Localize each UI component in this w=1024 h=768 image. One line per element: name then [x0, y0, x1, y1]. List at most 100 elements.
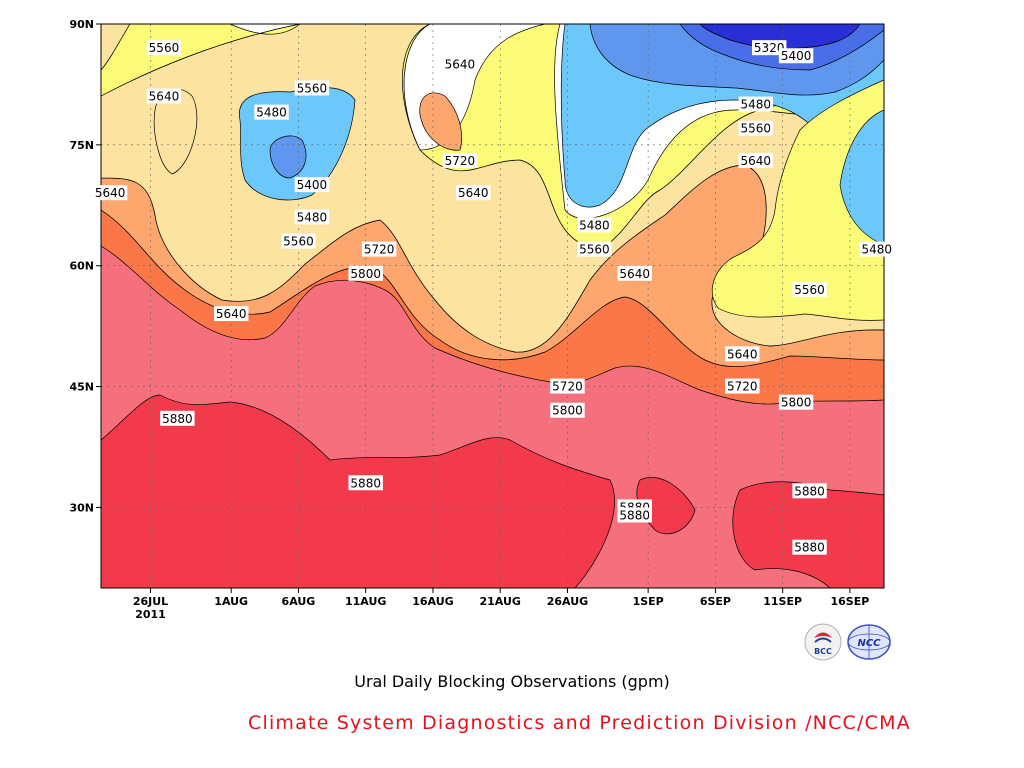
- contour-label-bg: [617, 507, 652, 523]
- contour-label: 5800: [552, 404, 583, 418]
- y-tick-label: 30N: [69, 501, 94, 514]
- chart-title: Ural Daily Blocking Observations (gpm): [354, 672, 670, 691]
- ncc-logo: NCC: [847, 624, 891, 660]
- contour-label-bg: [617, 265, 652, 281]
- x-year-label: 2011: [135, 608, 166, 621]
- contour-label: 5560: [794, 283, 825, 297]
- contour-label-bg: [738, 152, 773, 168]
- contour-label: 5480: [740, 98, 771, 112]
- contour-label: 5880: [162, 412, 193, 426]
- contour-fill-region-right-5480: [839, 109, 884, 246]
- contour-label-bg: [792, 539, 827, 555]
- x-tick-label: 16SEP: [830, 595, 869, 608]
- contour-label: 5640: [458, 186, 489, 200]
- contour-label-bg: [361, 241, 397, 257]
- contour-label-bg: [577, 241, 612, 257]
- contour-label-bg: [294, 177, 330, 193]
- contour-fill-island-5720-peak: [419, 92, 462, 151]
- contour-fill-region-right-5560: [711, 79, 884, 321]
- contour-label: 5640: [727, 347, 758, 361]
- grid-lines: [101, 24, 884, 588]
- contour-label-bg: [738, 96, 773, 112]
- contour-label-bg: [294, 80, 330, 96]
- contour-label: 5640: [619, 267, 650, 281]
- x-tick-label: 11AUG: [345, 595, 386, 608]
- contour-label: 5560: [149, 41, 180, 55]
- contour-label: 5560: [283, 235, 314, 249]
- contour-label: 5880: [794, 541, 825, 555]
- contour-label: 5800: [350, 267, 381, 281]
- contour-label-bg: [752, 40, 787, 56]
- x-tick-label: 1AUG: [214, 595, 248, 608]
- contour-label-bg: [738, 120, 773, 136]
- contour-label-bg: [550, 378, 585, 394]
- y-tick-label: 60N: [69, 260, 94, 273]
- svg-text:NCC: NCC: [857, 638, 881, 649]
- contour-label-bg: [146, 88, 182, 104]
- contour-label-bg: [160, 410, 195, 426]
- contour-label-bg: [442, 56, 478, 72]
- contour-label-bg: [456, 185, 491, 201]
- contour-label: 5640: [216, 307, 247, 321]
- contour-label: 5400: [781, 49, 812, 63]
- contour-label: 5880: [350, 476, 381, 490]
- y-tick-label: 45N: [69, 381, 94, 394]
- contour-label: 5480: [256, 106, 287, 120]
- contour-label-bg: [442, 152, 478, 168]
- contour-label: 5560: [579, 243, 610, 257]
- contour-chart: 26JUL 1AUG 6AUG 11AUG 16AUG 21AUG 26AUG 1SEP 6SE…: [69, 18, 894, 621]
- bcc-logo: BCC: [804, 623, 842, 661]
- axis-ticks: 26JUL 1AUG 6AUG 11AUG 16AUG 21AUG 26AUG 1SEP 6SE…: [69, 18, 869, 621]
- x-tick-label: 21AUG: [479, 595, 520, 608]
- contour-label-bg: [348, 265, 383, 281]
- contour-label: 5880: [794, 484, 825, 498]
- plot-frame: [100, 23, 885, 589]
- contour-label-bg: [281, 233, 316, 249]
- contour-label: 5640: [740, 154, 771, 168]
- contour-label: 5320: [754, 41, 785, 55]
- contour-label-bg: [348, 475, 383, 491]
- contour-label-bg: [792, 281, 827, 297]
- contour-label: 5800: [781, 396, 812, 410]
- contour-label-bg: [550, 402, 585, 418]
- contour-label: 5640: [445, 57, 476, 71]
- contour-label: 5720: [445, 154, 476, 168]
- credit-line: Climate System Diagnostics and Predictio…: [248, 712, 911, 734]
- contour-label: 5480: [862, 243, 893, 257]
- contour-label-bg: [577, 217, 612, 233]
- x-tick-label: 26AUG: [547, 595, 588, 608]
- contour-label: 5560: [297, 81, 328, 95]
- x-tick-label: 1SEP: [633, 595, 664, 608]
- x-tick-label: 26JUL: [133, 595, 168, 608]
- contour-label: 5560: [740, 122, 771, 136]
- contour-label-bg: [214, 306, 249, 322]
- x-tick-label: 6SEP: [700, 595, 731, 608]
- svg-text:BCC: BCC: [814, 647, 832, 656]
- contour-labels: 5560 5560 5640 5480 5640 5720 5640 5400 5480 5560…: [92, 40, 894, 555]
- contour-label: 5400: [297, 178, 328, 192]
- contour-label: 5480: [579, 218, 610, 232]
- contour-label: 5720: [727, 380, 758, 394]
- x-tick-label: 16AUG: [412, 595, 453, 608]
- x-tick-label: 6AUG: [282, 595, 316, 608]
- contour-label-bg: [92, 185, 128, 201]
- contour-fill-band-5400-blue: [269, 135, 307, 179]
- y-tick-label: 90N: [69, 18, 94, 31]
- contour-label-bg: [146, 40, 182, 56]
- contour-fill-max-5880-main: [101, 394, 615, 588]
- contour-label: 5720: [364, 243, 395, 257]
- x-tick-label: 11SEP: [763, 595, 802, 608]
- contour-label: 5480: [297, 210, 328, 224]
- contour-label: 5640: [95, 186, 126, 200]
- contour-label-bg: [254, 104, 289, 120]
- contour-label-bg: [859, 241, 894, 257]
- contour-label-bg: [725, 378, 760, 394]
- contour-label-bg: [778, 394, 814, 410]
- contour-label: 5880: [619, 508, 650, 522]
- contour-label-bg: [294, 209, 330, 225]
- contour-label: 5720: [552, 380, 583, 394]
- y-tick-label: 75N: [69, 139, 94, 152]
- contour-label-bg: [778, 48, 814, 64]
- contour-label-bg: [725, 346, 760, 362]
- contour-label: 5640: [149, 90, 180, 104]
